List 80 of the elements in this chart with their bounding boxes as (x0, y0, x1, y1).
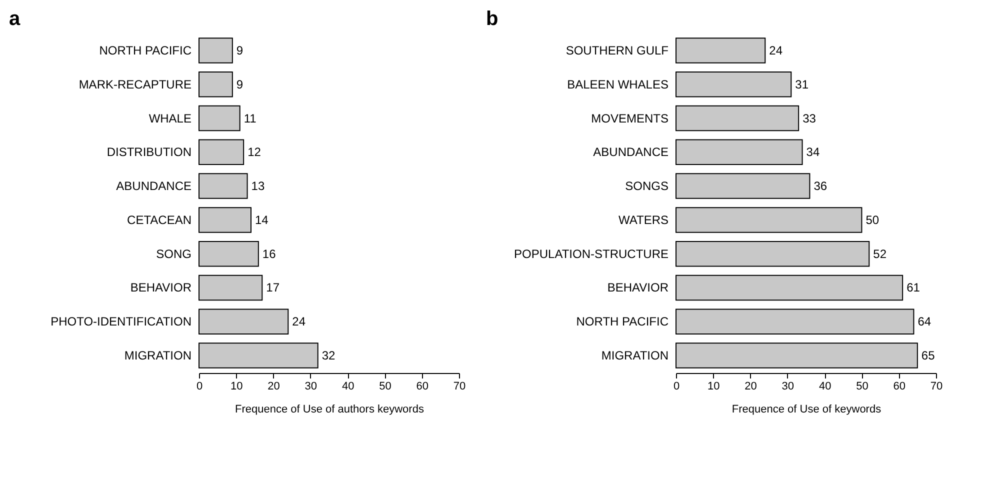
y-tick-label: CETACEAN (127, 212, 192, 227)
data-label: 50 (866, 212, 880, 227)
bar (198, 207, 252, 233)
y-tick-label: WHALE (148, 111, 192, 126)
x-tick-label: 20 (744, 380, 757, 392)
x-tick-label: 20 (268, 380, 280, 392)
x-axis-title: Frequence of Use of authors keywords (235, 404, 424, 416)
data-label: 14 (255, 212, 269, 227)
bar (676, 308, 914, 335)
bar (676, 71, 792, 98)
y-tick-label: MIGRATION (601, 348, 668, 363)
data-label: 17 (266, 280, 280, 295)
x-tick-label: 30 (782, 380, 794, 392)
y-tick-label: POPULATION-STRUCTURE (514, 246, 668, 261)
y-tick-label: SOUTHERN GULF (566, 43, 668, 58)
y-tick-label: DISTRIBUTION (106, 145, 192, 160)
data-label: 33 (802, 111, 816, 126)
y-tick-label: WATERS (618, 212, 668, 227)
x-tick-label: 50 (856, 380, 868, 392)
y-tick-label: ABUNDANCE (593, 145, 668, 160)
text: b (486, 8, 498, 30)
bar (198, 139, 244, 166)
bar (198, 308, 289, 335)
bar (198, 105, 240, 132)
text: a (9, 8, 21, 30)
x-tick-label: 0 (196, 380, 203, 392)
y-tick-label: NORTH PACIFIC (99, 43, 192, 58)
x-tick-label: 70 (930, 380, 943, 392)
x-axis-title: Frequence of Use of keywords (732, 404, 882, 416)
data-label: 9 (236, 43, 244, 58)
x-tick-label: 10 (708, 380, 720, 392)
y-tick-label: MIGRATION (124, 348, 192, 363)
bar (198, 342, 318, 368)
bar (676, 173, 810, 199)
x-tick-label: 30 (304, 380, 318, 392)
y-tick-label: BEHAVIOR (130, 280, 192, 295)
x-tick-label: 50 (379, 380, 392, 392)
x-tick-label: 60 (416, 380, 428, 392)
data-label: 12 (248, 145, 262, 160)
y-tick-label: MOVEMENTS (591, 111, 668, 126)
bar (198, 173, 248, 199)
data-label: 31 (795, 77, 809, 92)
bar (676, 274, 904, 301)
y-tick-label: PHOTO-IDENTIFICATION (50, 314, 192, 329)
y-tick-label: SONGS (625, 179, 668, 194)
y-tick-label: MARK-RECAPTURE (78, 77, 192, 92)
x-tick-label: 40 (818, 380, 832, 392)
data-label: 65 (921, 348, 936, 363)
y-tick-label: BEHAVIOR (607, 280, 669, 295)
data-label: 9 (236, 77, 244, 92)
bar (676, 342, 918, 368)
data-label: 24 (292, 314, 306, 329)
bar (198, 274, 263, 301)
data-label: 52 (873, 246, 887, 261)
y-tick-label: NORTH PACIFIC (576, 314, 669, 329)
data-label: 32 (322, 348, 336, 363)
x-tick-label: 0 (673, 380, 680, 392)
data-label: 34 (806, 145, 820, 160)
bar (676, 139, 803, 166)
data-label: 11 (244, 111, 257, 126)
bar (198, 71, 233, 98)
bar (676, 105, 800, 132)
data-label: 24 (769, 43, 783, 58)
data-label: 61 (906, 280, 920, 295)
y-tick-label: BALEEN WHALES (567, 77, 668, 92)
x-tick-label: 10 (230, 380, 243, 392)
data-label: 16 (262, 246, 276, 261)
bar (198, 240, 259, 267)
bar (676, 207, 862, 233)
bar (676, 38, 766, 64)
x-tick-label: 60 (893, 380, 906, 392)
y-tick-label: SONG (156, 246, 192, 261)
data-label: 64 (918, 314, 932, 329)
data-label: 13 (251, 179, 265, 194)
x-tick-label: 40 (342, 380, 354, 392)
y-tick-label: ABUNDANCE (116, 179, 192, 194)
bar (676, 240, 870, 267)
x-tick-label: 70 (453, 380, 466, 392)
bar (198, 38, 233, 64)
data-label: 36 (814, 179, 828, 194)
